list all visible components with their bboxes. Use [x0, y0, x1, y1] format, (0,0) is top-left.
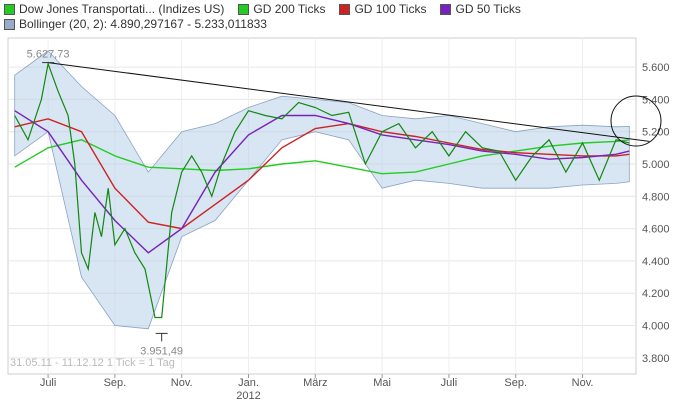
chart-legend: Dow Jones Transportati... (Indizes US) G…	[4, 2, 688, 32]
x-axis: Juli Sep. Nov. Jan. März Mai Juli Sep. Nov. 2012	[40, 374, 594, 402]
max-value-label: 5.627,73	[27, 49, 70, 61]
legend-label-gd200: GD 200 Ticks	[253, 2, 326, 16]
x-year-label: 2012	[236, 390, 260, 402]
y-tick-label: 4.800	[642, 191, 670, 203]
legend-item-gd100: GD 100 Ticks	[339, 2, 426, 17]
x-tick-label: Nov.	[572, 377, 594, 389]
legend-swatch-bollinger	[4, 19, 15, 30]
x-tick-label: März	[303, 377, 327, 389]
highlight-circle	[610, 95, 662, 147]
x-tick-label: Jan.	[238, 377, 259, 389]
legend-item-bollinger: Bollinger (20, 2): 4.890,297167 - 5.233,…	[4, 17, 267, 32]
y-tick-label: 5.000	[642, 159, 670, 171]
series-line-gd50	[14, 110, 630, 254]
legend-item-dow-jones: Dow Jones Transportati... (Indizes US)	[4, 2, 224, 17]
series-line-dow-jones	[14, 61, 630, 319]
bollinger-band-area	[14, 50, 630, 330]
series-line-gd200	[14, 139, 630, 175]
y-tick-label: 5.400	[642, 94, 670, 106]
x-tick-label: Juli	[40, 377, 57, 389]
legend-swatch-gd50	[440, 4, 452, 15]
y-tick-label: 5.600	[642, 62, 670, 74]
y-tick-label: 4.600	[642, 224, 670, 236]
y-tick-label: 3.800	[642, 353, 670, 365]
x-tick-label: Juli	[441, 377, 458, 389]
legend-row-1: Dow Jones Transportati... (Indizes US) G…	[4, 2, 688, 17]
min-value-label: 3.951,49	[140, 345, 183, 357]
legend-label-bollinger: Bollinger (20, 2): 4.890,297167 - 5.233,…	[19, 17, 267, 31]
bollinger-band	[14, 50, 630, 330]
y-tick-label: 4.200	[642, 288, 670, 300]
y-axis: 5.600 5.400 5.200 5.000 4.800 4.600 4.400 4.200…	[642, 62, 670, 365]
y-tick-label: 4.000	[642, 321, 670, 333]
chart-annotations: 5.627,73 3.951,49	[27, 49, 183, 358]
trend-line	[48, 62, 650, 142]
x-tick-label: Nov.	[171, 377, 193, 389]
legend-label-gd100: GD 100 Ticks	[354, 2, 427, 16]
legend-swatch-gd100	[339, 4, 351, 15]
legend-label-dow-jones: Dow Jones Transportati... (Indizes US)	[19, 2, 225, 16]
x-tick-label: Sep.	[104, 377, 127, 389]
date-range-footer: 31.05.11 - 11.12.12 1 Tick = 1 Tag	[10, 357, 175, 369]
y-tick-label: 5.200	[642, 127, 670, 139]
legend-label-gd50: GD 50 Ticks	[455, 2, 521, 16]
legend-item-gd50: GD 50 Ticks	[440, 2, 521, 17]
legend-item-gd200: GD 200 Ticks	[238, 2, 325, 17]
legend-row-2: Bollinger (20, 2): 4.890,297167 - 5.233,…	[4, 17, 688, 32]
legend-swatch-dow-jones	[4, 4, 15, 15]
x-tick-label: Sep.	[504, 377, 527, 389]
series-line-gd100	[14, 118, 630, 230]
series-lines	[14, 61, 650, 319]
legend-swatch-gd200	[238, 4, 250, 15]
x-tick-label: Mai	[373, 377, 391, 389]
y-tick-label: 4.400	[642, 256, 670, 268]
